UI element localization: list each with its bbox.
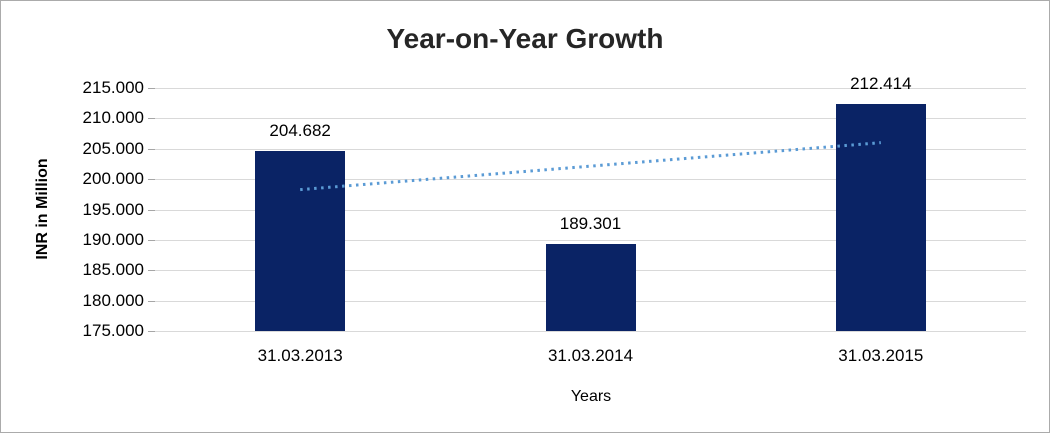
y-tick-mark	[148, 88, 155, 89]
y-tick-mark	[148, 240, 155, 241]
bar	[835, 103, 926, 331]
x-tick-label: 31.03.2013	[257, 346, 343, 365]
y-tick-mark	[148, 210, 155, 211]
bar-value-label: 189.301	[559, 214, 622, 234]
y-gridline	[155, 331, 1026, 332]
y-gridline	[155, 118, 1026, 119]
y-axis-title: INR in Million	[34, 158, 51, 260]
x-axis-title: Years	[570, 388, 612, 405]
chart-title: Year-on-Year Growth	[386, 23, 664, 54]
y-tick-label: 190.000	[82, 230, 144, 249]
y-gridline	[155, 240, 1026, 241]
y-tick-mark	[148, 149, 155, 150]
y-tick-label: 210.000	[82, 108, 144, 127]
y-tick-label: 175.000	[82, 321, 144, 340]
y-tick-mark	[148, 331, 155, 332]
y-tick-mark	[148, 118, 155, 119]
y-gridline	[155, 88, 1026, 89]
y-tick-label: 185.000	[82, 260, 144, 279]
y-tick-mark	[148, 270, 155, 271]
x-tick-label: 31.03.2015	[838, 346, 924, 365]
bar	[255, 150, 346, 331]
y-tick-label: 200.000	[82, 169, 144, 188]
y-tick-label: 180.000	[82, 291, 144, 310]
y-gridline	[155, 210, 1026, 211]
bar-value-label: 212.414	[850, 73, 912, 93]
y-tick-label: 195.000	[82, 200, 144, 219]
y-tick-mark	[148, 301, 155, 302]
y-tick-label: 205.000	[82, 139, 144, 158]
bar-value-label: 204.682	[269, 120, 331, 140]
y-tick-label: 215.000	[82, 78, 144, 97]
bar	[545, 244, 636, 331]
y-tick-mark	[148, 179, 155, 180]
x-tick-label: 31.03.2014	[547, 346, 634, 365]
